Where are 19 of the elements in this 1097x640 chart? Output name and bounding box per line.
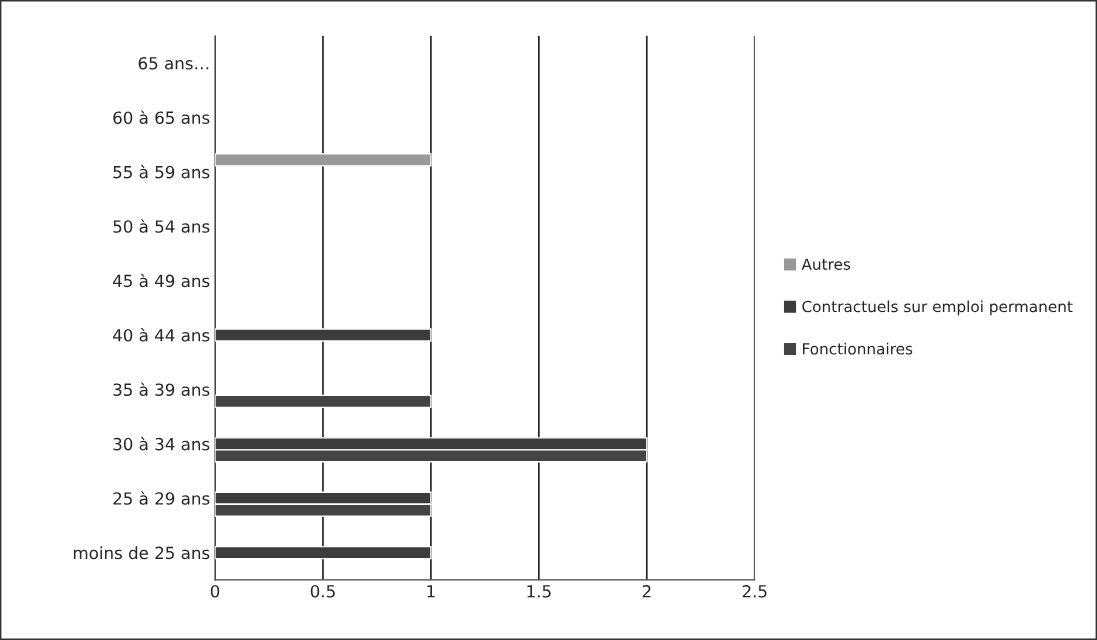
y-tick-label: 35 à 39 ans	[113, 382, 210, 397]
y-tick-label: 45 à 49 ans	[112, 273, 210, 288]
y-tick-label: 40 à 44 ans	[112, 328, 210, 342]
legend-label: Fonctionnaires	[802, 342, 913, 355]
y-tick-label: 30 à 34 ans	[113, 436, 210, 451]
y-tick-label: 50 à 54 ans	[113, 219, 210, 233]
x-tick-label: 0.5	[310, 585, 335, 598]
y-tick-label: 55 à 59 ans	[113, 164, 210, 179]
x-tick-label: 1	[427, 585, 435, 598]
legend-label: Contractuels sur emploi permanent	[802, 300, 1073, 316]
x-tick-label: 1.5	[527, 585, 551, 598]
x-tick-label: 2.5	[742, 585, 767, 598]
y-tick-label: 65 ans…	[138, 57, 209, 70]
y-tick-label: 60 à 65 ans	[113, 110, 210, 125]
y-tick-label: moins de 25 ans	[73, 546, 210, 560]
x-tick-label: 2	[642, 585, 651, 598]
x-tick-label: 0	[210, 585, 220, 598]
y-tick-label: 25 à 29 ans	[113, 491, 210, 505]
legend-label: Autres	[801, 258, 851, 270]
